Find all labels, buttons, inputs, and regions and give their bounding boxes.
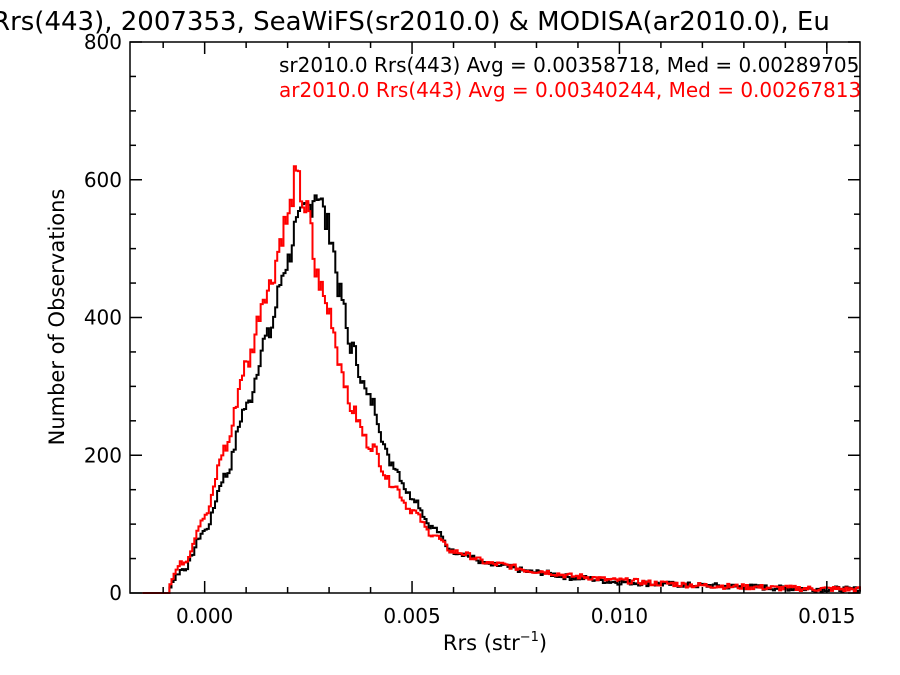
x-tick-label: 0.000 xyxy=(176,604,233,628)
y-tick-label: 600 xyxy=(84,168,122,192)
x-tick-label: 0.005 xyxy=(383,604,440,628)
y-tick-label: 800 xyxy=(84,30,122,54)
x-axis-label-superscript: −1 xyxy=(520,630,539,645)
x-tick-label: 0.010 xyxy=(591,604,648,628)
histogram-series-ar xyxy=(142,165,861,594)
x-axis-label: Rrs (str−1) xyxy=(443,630,547,655)
y-tick-label: 400 xyxy=(84,306,122,330)
legend-entry-ar: ar2010.0 Rrs(443) Avg = 0.00340244, Med … xyxy=(279,78,861,102)
y-tick-label: 200 xyxy=(84,443,122,467)
y-axis-label: Number of Observations xyxy=(45,189,69,446)
y-tick-label: 0 xyxy=(109,581,122,605)
x-axis-label-main: Rrs (str xyxy=(443,631,520,655)
legend-entry-sr: sr2010.0 Rrs(443) Avg = 0.00358718, Med … xyxy=(279,53,859,77)
x-tick-label: 0.015 xyxy=(798,604,855,628)
x-axis-label-close: ) xyxy=(539,631,547,655)
ticks-layer: 0.000 0.005 0.010 0.015 0 200 400 600 800 xyxy=(84,30,860,628)
chart-title: Rrs(443), 2007353, SeaWiFS(sr2010.0) & M… xyxy=(0,7,830,37)
